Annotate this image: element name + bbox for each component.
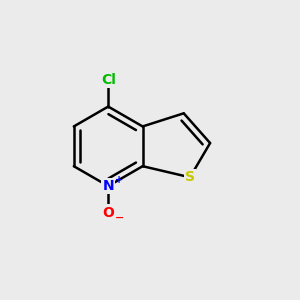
Text: +: + xyxy=(115,175,124,185)
Text: −: − xyxy=(115,213,124,223)
Text: O: O xyxy=(102,206,114,220)
Text: S: S xyxy=(185,170,195,184)
Text: Cl: Cl xyxy=(101,73,116,87)
Text: N: N xyxy=(102,179,114,193)
